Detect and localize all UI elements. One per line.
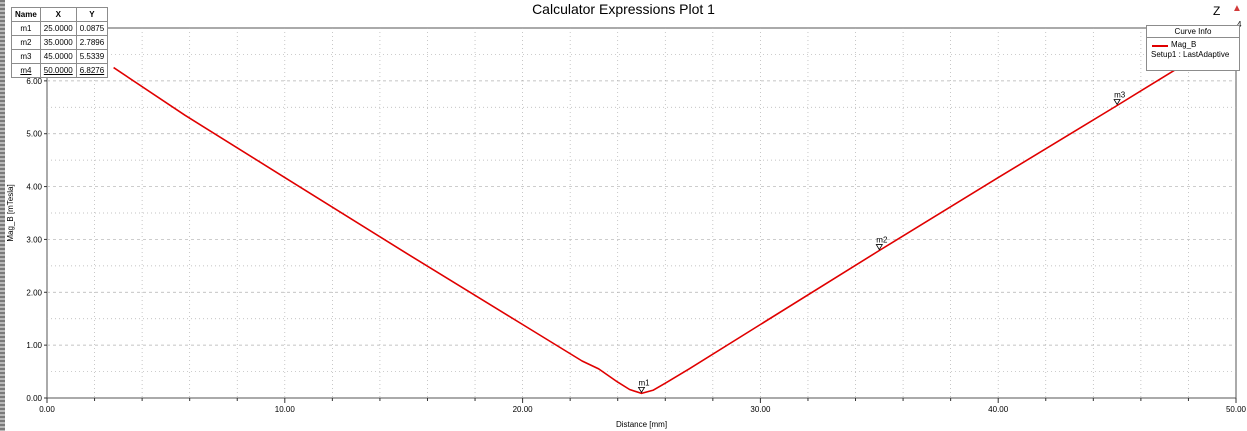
arrow-up-icon[interactable]: ▲ xyxy=(1232,3,1242,14)
marker-triangle[interactable] xyxy=(875,244,884,251)
z-axis-label: Z xyxy=(1213,4,1221,18)
marker-name-cell: m2 xyxy=(11,35,41,50)
marker-y-cell: 0.0875 xyxy=(75,21,109,36)
marker-table[interactable]: Name X Y m1 25.0000 0.0875 m2 35.0000 2.… xyxy=(11,7,109,78)
x-tick-label: 10.00 xyxy=(275,405,296,414)
x-tick-label: 50.00 xyxy=(1226,405,1247,414)
y-tick-label: 6.00 xyxy=(26,77,42,86)
series-line-mag-b[interactable] xyxy=(113,53,1201,395)
marker-x-cell: 35.0000 xyxy=(39,35,77,50)
marker-label: m1 xyxy=(639,378,651,387)
table-row[interactable]: m2 35.0000 2.7896 xyxy=(11,35,109,50)
legend-title: Curve Info xyxy=(1147,26,1239,38)
plot-area xyxy=(46,27,1237,399)
marker-y-cell: 2.7896 xyxy=(75,35,109,50)
y-tick-label: 5.00 xyxy=(26,130,42,139)
legend-series-label: Mag_B xyxy=(1171,40,1197,49)
y-tick-label: 4.00 xyxy=(26,183,42,192)
x-axis-label: Distance [mm] xyxy=(616,420,667,429)
y-tick-label: 1.00 xyxy=(26,341,42,350)
corner-digit: 4 xyxy=(1237,20,1241,29)
curve-info-legend[interactable]: Curve Info Mag_B Setup1 : LastAdaptive xyxy=(1146,25,1240,71)
marker-y-cell: 6.8276 xyxy=(75,63,109,78)
chart-title: Calculator Expressions Plot 1 xyxy=(532,1,715,17)
marker-triangle[interactable] xyxy=(1113,99,1121,106)
y-tick-label: 3.00 xyxy=(26,235,42,244)
marker-x-cell: 25.0000 xyxy=(39,21,77,36)
x-tick-label: 30.00 xyxy=(750,405,771,414)
window-left-edge xyxy=(0,0,5,431)
marker-label: m2 xyxy=(876,236,888,245)
marker-name-cell: m1 xyxy=(11,21,41,36)
x-tick-label: 0.00 xyxy=(39,405,55,414)
table-row[interactable]: m4 50.0000 6.8276 xyxy=(11,63,109,78)
y-tick-label: 2.00 xyxy=(26,288,42,297)
marker-triangle[interactable] xyxy=(637,386,646,394)
legend-setup-label: Setup1 : LastAdaptive xyxy=(1151,50,1230,59)
y-axis-label: Mag_B [mTesla] xyxy=(6,184,15,241)
x-tick-label: 40.00 xyxy=(988,405,1009,414)
header-x: X xyxy=(39,7,77,22)
marker-label: m3 xyxy=(1114,90,1126,99)
header-y: Y xyxy=(75,7,109,22)
y-tick-label: 0.00 xyxy=(26,394,42,403)
x-tick-label: 20.00 xyxy=(513,405,534,414)
header-name: Name xyxy=(11,7,41,22)
marker-x-cell: 50.0000 xyxy=(39,63,77,78)
marker-y-cell: 5.5339 xyxy=(75,49,109,64)
marker-table-header: Name X Y xyxy=(11,7,109,22)
marker-name-cell: m3 xyxy=(11,49,41,64)
legend-line-swatch xyxy=(1152,45,1168,47)
table-row[interactable]: m3 45.0000 5.5339 xyxy=(11,49,109,64)
marker-x-cell: 45.0000 xyxy=(39,49,77,64)
marker-name-cell: m4 xyxy=(11,63,41,78)
table-row[interactable]: m1 25.0000 0.0875 xyxy=(11,21,109,36)
